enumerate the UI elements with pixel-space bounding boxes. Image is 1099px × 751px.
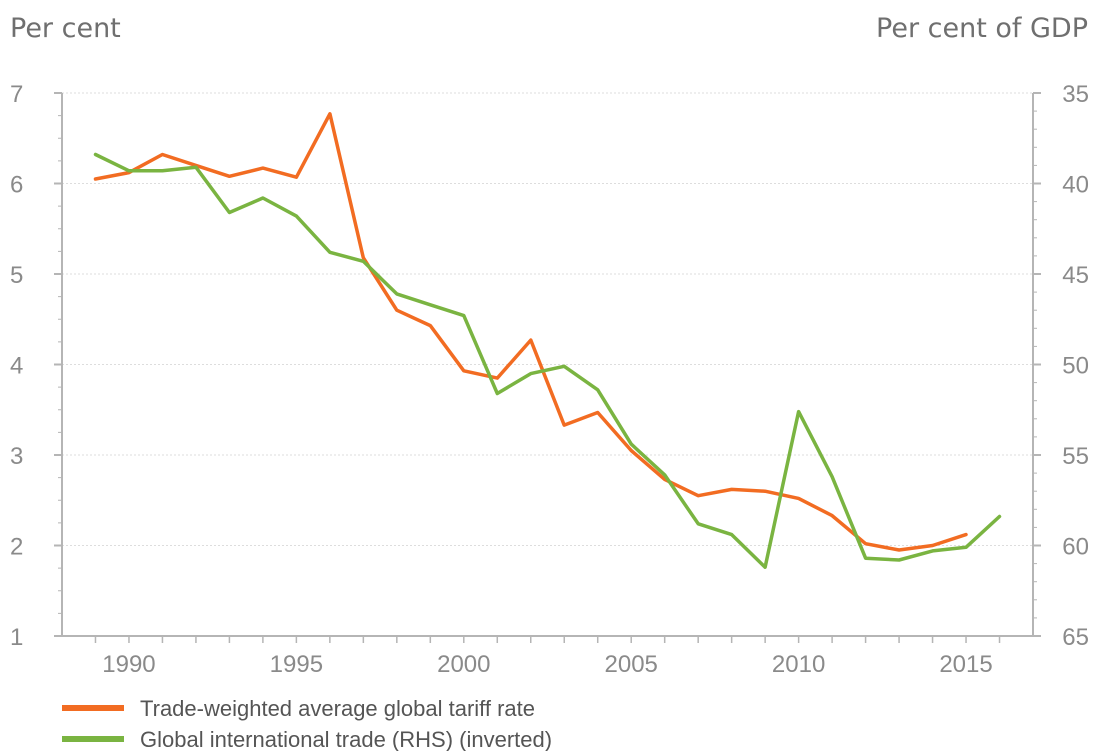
right-tick-label: 65 xyxy=(1062,624,1089,651)
axes xyxy=(54,92,1041,643)
legend: Trade-weighted average global tariff rat… xyxy=(62,696,552,751)
x-tick-label: 2005 xyxy=(605,651,658,678)
series-line-tariff xyxy=(93,112,968,552)
right-tick-label: 45 xyxy=(1062,262,1089,289)
legend-swatch-trade xyxy=(62,736,124,742)
x-tick-label: 2010 xyxy=(772,651,825,678)
x-tick-label: 2000 xyxy=(437,651,490,678)
left-axis-title: Per cent xyxy=(10,13,121,44)
legend-label-tariff: Trade-weighted average global tariff rat… xyxy=(140,696,535,721)
right-tick-label: 60 xyxy=(1062,534,1089,561)
x-tick-label: 1995 xyxy=(270,651,323,678)
x-tick-label: 2015 xyxy=(939,651,992,678)
left-tick-label: 3 xyxy=(10,443,23,470)
left-tick-label: 6 xyxy=(10,172,23,199)
right-tick-label: 40 xyxy=(1062,172,1089,199)
right-tick-label: 35 xyxy=(1062,81,1089,108)
series-line-trade xyxy=(93,152,1002,569)
left-tick-label: 4 xyxy=(10,353,23,380)
gridlines xyxy=(62,92,1033,546)
left-tick-label: 5 xyxy=(10,262,23,289)
left-tick-label: 2 xyxy=(10,534,23,561)
x-tick-label: 1990 xyxy=(102,651,155,678)
legend-swatch-tariff xyxy=(62,705,124,711)
right-axis-title: Per cent of GDP xyxy=(876,13,1088,44)
left-tick-label: 1 xyxy=(10,624,23,651)
legend-label-trade: Global international trade (RHS) (invert… xyxy=(140,727,552,751)
right-tick-label: 50 xyxy=(1062,353,1089,380)
left-tick-label: 7 xyxy=(10,81,23,108)
right-tick-label: 55 xyxy=(1062,443,1089,470)
series-lines xyxy=(93,112,1002,569)
